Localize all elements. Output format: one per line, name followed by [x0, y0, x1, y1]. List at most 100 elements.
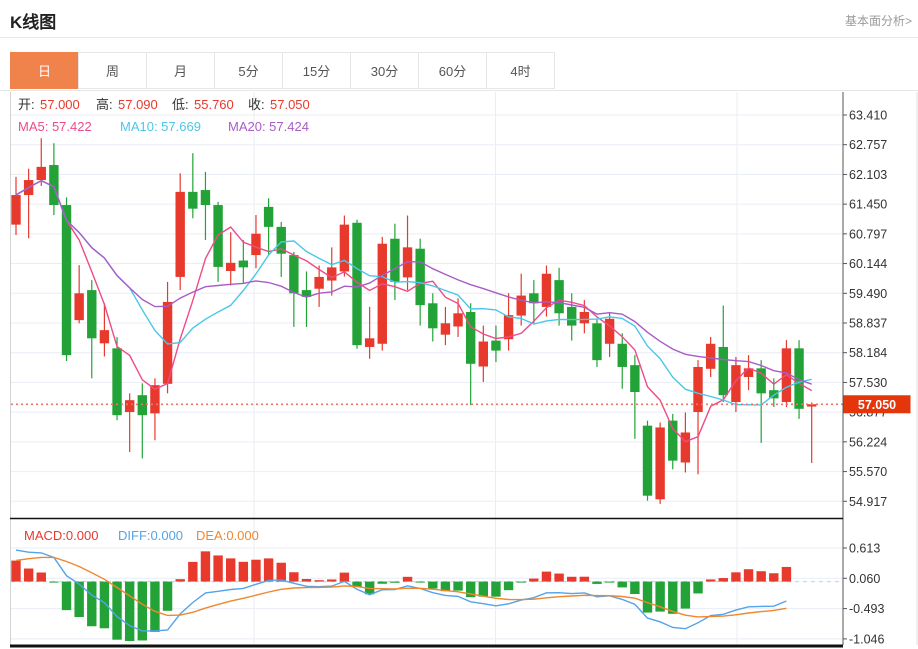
macd-hist-bar	[655, 581, 665, 612]
candle-body	[327, 267, 337, 281]
candle-body	[705, 343, 716, 369]
macd-hist-bar	[74, 581, 84, 618]
macd-hist-bar	[731, 572, 741, 582]
macd-hist-bar	[579, 576, 590, 582]
macd-hist-bar	[175, 579, 185, 582]
close-label: 收:	[248, 97, 265, 112]
candle-body	[49, 165, 59, 206]
tick-label: 0.060	[849, 572, 880, 586]
candle-body	[251, 233, 261, 256]
macd-hist-bar	[213, 555, 223, 582]
candle-body	[364, 338, 375, 347]
candle-body	[175, 191, 185, 277]
candle-body	[541, 273, 552, 307]
tick-label: 62.103	[849, 168, 887, 182]
current-price-tag-label: 57.050	[858, 398, 896, 412]
candle-body	[87, 290, 97, 339]
candle-body	[238, 260, 249, 268]
macd-hist-bar	[781, 566, 792, 582]
tab-m15[interactable]: 15分	[282, 52, 351, 89]
candle-body	[352, 222, 362, 346]
candle-body	[567, 306, 577, 326]
macd-hist-bar	[188, 561, 198, 582]
tab-month[interactable]: 月	[146, 52, 215, 89]
candle-body	[731, 365, 741, 402]
ma10-legend: MA10: 57.669	[120, 119, 201, 134]
macd-hist-bar	[554, 573, 564, 582]
low-value: 55.760	[194, 97, 234, 112]
tick-label: 59.490	[849, 287, 887, 301]
ma10-line	[15, 179, 812, 406]
macd-legend: MACD:0.000	[24, 528, 98, 543]
candle-body	[289, 255, 299, 294]
low-label: 低:	[172, 97, 189, 112]
candle-body	[756, 368, 766, 394]
candle-body	[150, 385, 160, 414]
tick-label: 61.450	[849, 198, 887, 212]
candle-body	[794, 348, 804, 409]
macd-hist-bar	[604, 581, 615, 583]
candle-body	[74, 293, 84, 321]
macd-hist-bar	[327, 579, 337, 582]
candle-body	[769, 390, 779, 399]
candle-body	[112, 348, 122, 416]
open-label: 开:	[18, 97, 35, 112]
candle-body	[36, 166, 46, 181]
macd-hist-bar	[238, 561, 249, 582]
macd-hist-bar	[112, 581, 122, 640]
tick-label: 56.224	[849, 435, 887, 449]
macd-hist-bar	[465, 581, 476, 598]
tick-label: 63.410	[849, 109, 887, 123]
candle-body	[226, 262, 236, 272]
macd-hist-bar	[36, 572, 46, 582]
macd-hist-bar	[668, 581, 678, 614]
macd-hist-bar	[630, 581, 640, 594]
candle-body	[339, 224, 350, 272]
diff-legend: DIFF:0.000	[118, 528, 183, 543]
candle-body	[554, 280, 564, 314]
macd-hist-bar	[150, 581, 160, 632]
candle-body	[377, 243, 387, 344]
macd-hist-bar	[592, 581, 602, 584]
tick-label: 54.917	[849, 495, 887, 509]
chart-plot-area[interactable]	[11, 92, 843, 645]
fundamental-analysis-link[interactable]: 基本面分析>	[844, 14, 912, 28]
macd-hist-bar	[705, 579, 716, 582]
tab-h4[interactable]: 4时	[486, 52, 555, 89]
macd-hist-bar	[226, 558, 236, 582]
tab-m60[interactable]: 60分	[418, 52, 487, 89]
macd-hist-bar	[339, 572, 350, 582]
candle-body	[276, 226, 286, 254]
candle-body	[693, 366, 703, 412]
candle-body	[491, 340, 501, 351]
tick-label: 62.757	[849, 138, 887, 152]
macd-hist-bar	[680, 581, 691, 609]
candle-body	[428, 303, 438, 329]
macd-hist-bar	[756, 571, 766, 582]
candle-body	[440, 323, 451, 335]
dea-line	[15, 556, 787, 618]
macd-hist-bar	[276, 562, 286, 582]
candle-body	[465, 311, 476, 364]
candle-body	[188, 191, 198, 209]
tab-m5[interactable]: 5分	[214, 52, 283, 89]
macd-hist-bar	[263, 558, 274, 582]
candle-body	[162, 301, 173, 384]
macd-hist-bar	[162, 581, 173, 611]
macd-hist-bar	[491, 581, 501, 597]
candle-body	[718, 346, 728, 396]
macd-hist-bar	[693, 581, 703, 594]
tick-label: 57.530	[849, 376, 887, 390]
candle-body	[503, 315, 514, 340]
tab-m30[interactable]: 30分	[350, 52, 419, 89]
tick-label: 60.144	[849, 257, 887, 271]
tab-day[interactable]: 日	[10, 52, 79, 89]
macd-hist-bar	[200, 551, 211, 582]
macd-hist-bar	[314, 580, 324, 582]
candle-body	[263, 206, 274, 227]
diff-line	[15, 549, 787, 632]
macd-hist-bar	[453, 581, 463, 591]
page-title: K线图	[10, 13, 57, 32]
macd-hist-bar	[377, 581, 387, 584]
